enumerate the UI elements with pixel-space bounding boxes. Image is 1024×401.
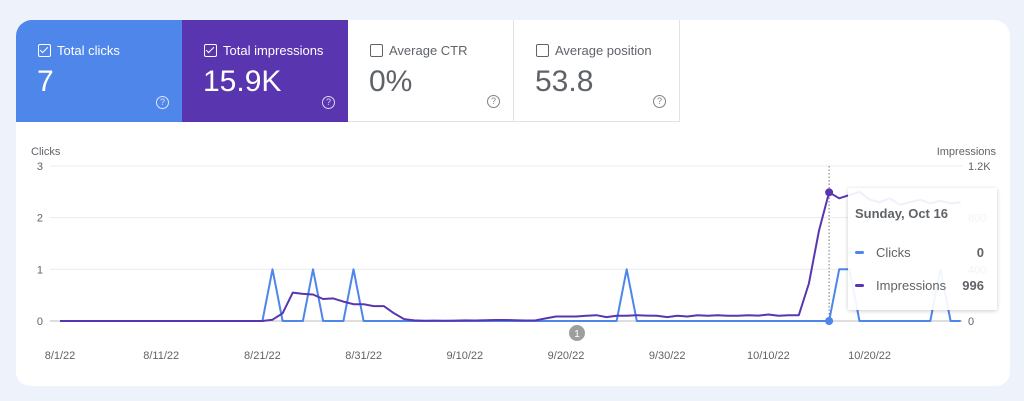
x-tick-label: 8/21/22 [244, 350, 281, 362]
tooltip-date: Sunday, Oct 16 [855, 206, 948, 221]
metric-label: Average CTR [389, 43, 468, 58]
clicks-highlight-point [825, 317, 834, 325]
performance-card: Total clicks 7 ? Total impressions 15.9K… [16, 20, 1010, 386]
x-tick-label: 9/30/22 [649, 350, 686, 362]
checkbox-checked-icon[interactable] [204, 44, 217, 57]
left-tick-label: 2 [37, 213, 43, 225]
tooltip-series-name: Impressions [876, 278, 947, 293]
metric-tile-total-impressions[interactable]: Total impressions 15.9K ? [182, 20, 348, 122]
tooltip-series-name: Clicks [876, 245, 911, 260]
tooltip-row-impressions: Impressions 996 [855, 278, 984, 293]
help-icon[interactable]: ? [487, 95, 500, 108]
clicks-line [60, 268, 961, 322]
x-tick-label: 10/10/22 [747, 350, 790, 362]
x-tick-label: 8/31/22 [345, 350, 382, 362]
help-icon[interactable]: ? [322, 96, 335, 109]
x-tick-label: 10/20/22 [848, 350, 891, 362]
metric-tile-total-clicks[interactable]: Total clicks 7 ? [16, 20, 182, 122]
left-tick-label: 1 [37, 264, 43, 276]
checkbox-unchecked-icon[interactable] [536, 44, 549, 57]
impressions-line [60, 190, 961, 322]
metric-value: 15.9K [203, 65, 282, 98]
right-tick-label: 1.2K [968, 161, 991, 173]
x-tick-label: 8/1/22 [45, 350, 76, 362]
right-axis-label: Impressions [937, 146, 997, 158]
annotation-marker-label: 1 [574, 329, 580, 340]
right-tick-label: 0 [968, 316, 974, 328]
tooltip-series-value: 996 [962, 278, 984, 293]
metric-value: 53.8 [535, 65, 594, 98]
x-tick-label: 9/20/22 [548, 350, 585, 362]
metric-value: 7 [37, 65, 54, 98]
metric-tile-average-position[interactable]: Average position 53.8 ? [514, 20, 680, 122]
checkbox-checked-icon[interactable] [38, 44, 51, 57]
metric-label: Average position [555, 43, 652, 58]
x-tick-label: 9/10/22 [446, 350, 483, 362]
annotation-marker[interactable] [569, 325, 585, 341]
x-tick-label: 8/11/22 [143, 350, 179, 362]
clicks-legend-swatch [855, 251, 864, 254]
metric-tile-average-ctr[interactable]: Average CTR 0% ? [348, 20, 514, 122]
checkbox-unchecked-icon[interactable] [370, 44, 383, 57]
metric-label: Total impressions [223, 43, 324, 58]
metric-value: 0% [369, 65, 413, 98]
help-icon[interactable]: ? [653, 95, 666, 108]
help-icon[interactable]: ? [156, 96, 169, 109]
chart-tooltip: Sunday, Oct 16 Clicks 0 Impressions 996 [848, 188, 997, 310]
left-axis-label: Clicks [31, 146, 61, 158]
tooltip-row-clicks: Clicks 0 [855, 245, 984, 260]
metric-tiles: Total clicks 7 ? Total impressions 15.9K… [16, 20, 680, 122]
impressions-legend-swatch [855, 284, 864, 287]
metric-label: Total clicks [57, 43, 120, 58]
impressions-highlight-point [825, 188, 834, 197]
tooltip-series-value: 0 [976, 245, 984, 260]
left-tick-label: 0 [37, 316, 43, 328]
left-tick-label: 3 [37, 161, 43, 173]
